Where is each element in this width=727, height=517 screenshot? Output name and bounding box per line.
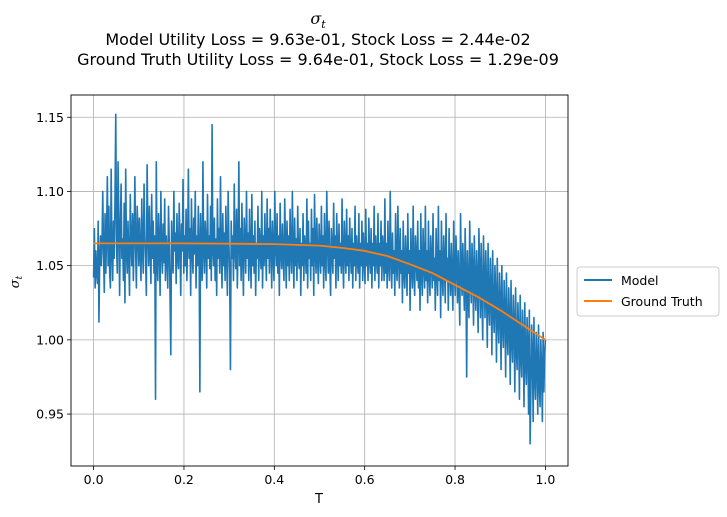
x-tick-label: 0.4 — [264, 472, 284, 487]
legend: Model Ground Truth — [576, 266, 720, 317]
series-line-ground-truth — [93, 242, 546, 341]
plot-area: 0.0 0.2 0.4 0.6 0.8 1.0 0.95 1.00 1.05 1.10 1.15 — [36, 94, 569, 487]
y-tick-label: 1.10 — [36, 184, 64, 199]
x-axis-label: T — [314, 492, 323, 507]
legend-label-model: Model — [621, 273, 659, 288]
y-tick-label: 0.95 — [36, 407, 64, 422]
y-tick-label: 1.00 — [36, 332, 64, 347]
x-tick-label: 0.2 — [174, 472, 194, 487]
y-tick-label: 1.15 — [36, 110, 64, 125]
legend-label-ground-truth: Ground Truth — [621, 294, 703, 309]
x-tick-label: 0.6 — [355, 472, 375, 487]
y-ticks: 0.95 1.00 1.05 1.10 1.15 — [36, 110, 71, 422]
chart-subtitle-1: Model Utility Loss = 9.63e-01, Stock Los… — [105, 30, 530, 49]
y-tick-label: 1.05 — [36, 258, 64, 273]
x-tick-label: 1.0 — [535, 472, 555, 487]
x-ticks: 0.0 0.2 0.4 0.6 0.8 1.0 — [84, 466, 555, 487]
chart-subtitle-2: Ground Truth Utility Loss = 9.64e-01, St… — [77, 50, 559, 69]
series-line-model — [92, 113, 547, 445]
legend-box — [576, 266, 720, 317]
series-layer — [92, 113, 547, 445]
x-tick-label: 0.0 — [84, 472, 104, 487]
plot-frame — [70, 94, 569, 467]
x-tick-label: 0.8 — [445, 472, 465, 487]
